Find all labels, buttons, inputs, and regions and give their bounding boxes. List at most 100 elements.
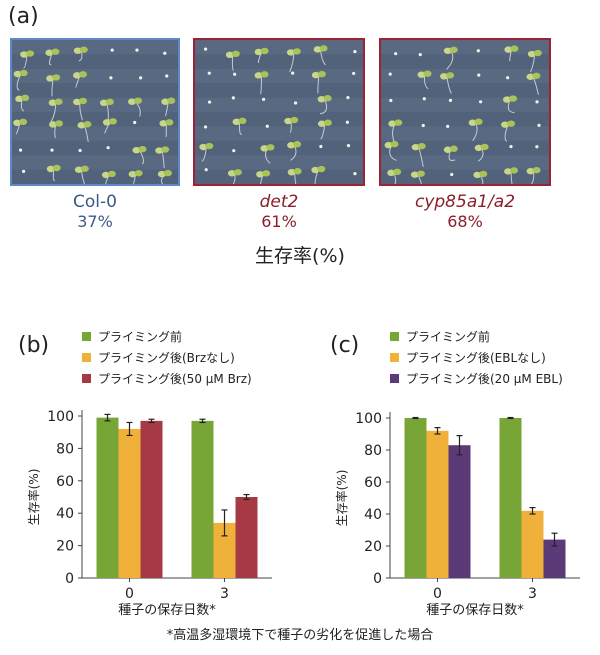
seedling-cotyledon — [394, 119, 403, 126]
legend-swatch — [82, 353, 91, 362]
seedling-cotyledon — [165, 119, 174, 126]
seed-dot — [233, 72, 237, 76]
seedling-cotyledon — [107, 170, 116, 178]
seedling-cotyledon — [317, 120, 326, 127]
panel-a-letter: (a) — [8, 4, 39, 29]
seedling-cotyledon — [527, 50, 536, 58]
seedling-cotyledon — [79, 97, 88, 105]
seedling-cotyledon — [533, 49, 542, 57]
photo-band — [195, 68, 363, 84]
seedling-cotyledon — [73, 47, 82, 54]
seed-dot — [422, 97, 426, 101]
seedling-cotyledon — [26, 50, 35, 57]
seed-dot — [109, 76, 113, 80]
y-tick-label: 60 — [364, 475, 382, 491]
bar — [235, 497, 258, 578]
seedling-cotyledon — [260, 71, 269, 78]
seedling-cotyledon — [503, 96, 512, 103]
seed-dot — [203, 125, 208, 129]
bar — [96, 417, 119, 578]
seed-dot — [506, 76, 510, 80]
seedling-cotyledon — [13, 119, 22, 127]
seedling-cotyledon — [99, 99, 108, 107]
seed-dot — [319, 144, 323, 149]
x-axis-label: 種子の保存日数* — [118, 602, 216, 618]
y-axis-label: 生存率(%) — [26, 469, 41, 526]
photo-band — [12, 40, 178, 55]
genotype-cyp85a1-a2-label: cyp85a1/a2 — [414, 192, 516, 212]
seedling-cotyledon — [80, 165, 89, 172]
seedling-cotyledon — [507, 120, 516, 127]
seed-dot — [261, 97, 266, 101]
survival-rate-caption: 生存率(%) — [255, 245, 345, 267]
seed-dot — [346, 95, 350, 100]
seedling-cotyledon — [317, 70, 326, 78]
seedling-cotyledon — [102, 119, 111, 126]
bar — [191, 420, 214, 578]
seedling-cotyledon — [423, 70, 432, 77]
seedling-cotyledon — [254, 72, 263, 79]
panel-letter: (b) — [18, 333, 49, 358]
seedling-cotyledon — [393, 168, 402, 176]
seed-dot — [50, 148, 54, 152]
seedling-cotyledon — [266, 144, 275, 151]
seed-dot — [450, 172, 454, 177]
y-tick-label: 20 — [56, 539, 74, 555]
photo-band — [12, 97, 178, 112]
seedling-cotyledon — [159, 120, 168, 127]
seed-dot — [353, 171, 357, 176]
seedling-cotyledon — [417, 71, 426, 78]
seedling-cotyledon — [163, 169, 172, 177]
y-tick-label: 100 — [47, 409, 74, 425]
seedling-cotyledon — [73, 98, 82, 106]
bar — [118, 428, 141, 578]
seedling-cotyledon — [293, 168, 302, 175]
seedling-cotyledon — [510, 45, 519, 52]
seedling-cotyledon — [46, 165, 55, 173]
seedling-cotyledon — [108, 118, 117, 125]
seedling-cotyledon — [256, 171, 265, 178]
seedling-cotyledon — [323, 119, 332, 126]
seed-dot — [389, 98, 393, 103]
col0-seedling-photo — [10, 38, 180, 186]
seedling-cotyledon — [157, 170, 166, 178]
seedling-cotyledon — [227, 170, 236, 177]
seedling-cotyledon — [532, 72, 541, 79]
photo-band — [381, 126, 549, 141]
seedling-cotyledon — [260, 47, 269, 55]
seedling-cotyledon — [319, 45, 328, 52]
y-axis-label: 生存率(%) — [334, 470, 349, 527]
seedling-cotyledon — [225, 51, 234, 59]
seedling-cotyledon — [73, 72, 82, 79]
seedling-cotyledon — [74, 166, 83, 173]
seedling-cotyledon — [232, 118, 241, 126]
seedling-root — [393, 172, 397, 184]
legend-swatch — [82, 332, 91, 341]
seed-dot — [291, 71, 295, 75]
legend-swatch — [390, 374, 399, 383]
seedling-cotyledon — [290, 116, 299, 124]
seedling-cotyledon — [317, 165, 326, 173]
seedling-cotyledon — [79, 46, 88, 53]
seedling-cotyledon — [233, 169, 242, 176]
seed-dot — [78, 148, 82, 153]
seedling-cotyledon — [15, 95, 24, 103]
legend-label: プライミング後(50 μM Brz) — [98, 372, 252, 386]
legend-label: プライミング前 — [98, 329, 182, 344]
seedling-cotyledon — [55, 120, 64, 127]
seedling-cotyledon — [474, 144, 483, 152]
y-tick-label: 60 — [56, 474, 74, 490]
seed-dot — [139, 76, 143, 80]
seedling-cotyledon — [161, 98, 170, 105]
x-tick-label: 0 — [125, 586, 134, 602]
bar — [213, 522, 236, 578]
seed-dot — [535, 145, 539, 149]
seedling-cotyledon — [443, 146, 452, 153]
seed-dot — [345, 120, 349, 124]
legend-label: プライミング後(20 μM EBL) — [406, 372, 563, 386]
seedling-cotyledon — [52, 74, 61, 81]
seedling-cotyledon — [411, 143, 420, 151]
genotype-det2-percent: 61% — [261, 212, 297, 231]
seedling-cotyledon — [387, 169, 396, 177]
